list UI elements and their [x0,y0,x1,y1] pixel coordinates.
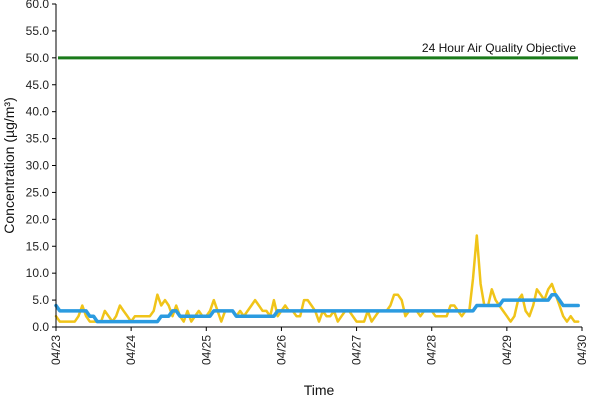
x-tick-label: 04/30 [575,335,589,365]
series-layer [54,234,580,324]
y-tick-label: 5.0 [32,293,49,307]
x-tick-label: 04/27 [350,335,364,365]
y-tick-label: 55.0 [26,24,50,38]
y-tick-label: 35.0 [26,132,50,146]
x-axis-ticks: 04/23 04/24 04/25 04/26 04/27 04/28 04/29 04/30 [49,327,589,365]
y-tick-label: 30.0 [26,159,50,173]
y-tick-label: 10.0 [26,266,50,280]
x-axis-title: Time [304,382,335,398]
series-line-1 [54,234,580,323]
y-tick-label: 45.0 [26,78,50,92]
y-tick-label: 15.0 [26,239,50,253]
reference-layer: 24 Hour Air Quality Objective [58,41,578,60]
y-axis-ticks: 0.0 5.0 10.0 15.0 20.0 25.0 30.0 35.0 40.0 45.0 50… [26,0,56,334]
y-tick-label: 50.0 [26,51,50,65]
y-tick-label: 20.0 [26,212,50,226]
y-axis-title: Concentration (µg/m³) [1,97,17,233]
x-tick-label: 04/29 [500,335,514,365]
series-line-2 [54,292,580,324]
y-tick-label: 0.0 [32,320,49,334]
air-quality-objective-label: 24 Hour Air Quality Objective [422,41,576,55]
x-tick-label: 04/24 [124,335,138,365]
x-tick-label: 04/23 [49,335,63,365]
x-tick-label: 04/28 [425,335,439,365]
y-tick-label: 40.0 [26,105,50,119]
x-tick-label: 04/26 [274,335,288,365]
y-tick-label: 60.0 [26,0,50,11]
x-tick-label: 04/25 [199,335,213,365]
y-tick-label: 25.0 [26,185,50,199]
